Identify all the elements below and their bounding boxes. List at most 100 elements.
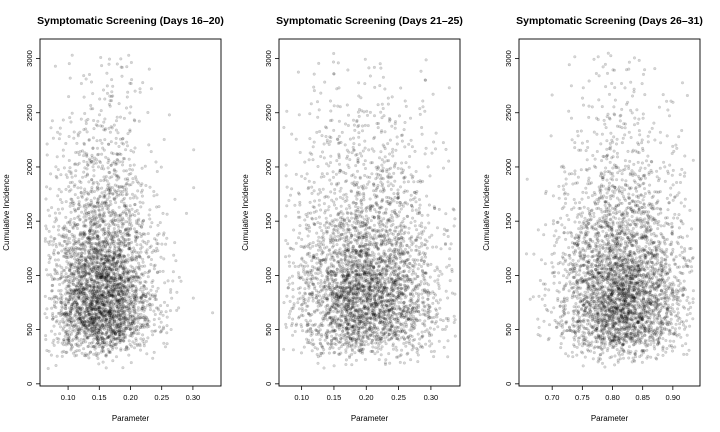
scatter-point — [140, 225, 144, 229]
scatter-point — [137, 181, 141, 185]
scatter-point — [107, 211, 111, 215]
scatter-point — [152, 267, 156, 271]
scatter-point — [94, 123, 98, 127]
scatter-point — [99, 124, 103, 128]
scatter-point — [87, 261, 91, 265]
x-tick-label: 0.20 — [123, 393, 138, 402]
scatter-point — [78, 130, 82, 134]
scatter-point — [63, 303, 67, 307]
scatter-point — [175, 308, 179, 312]
scatter-point — [107, 62, 111, 66]
scatter-point — [101, 317, 105, 321]
scatter-point — [61, 244, 65, 248]
scatter-point — [117, 331, 121, 335]
scatter-points — [282, 52, 457, 370]
scatter-point — [117, 309, 121, 313]
scatter-point — [94, 351, 98, 355]
scatter-point — [393, 122, 397, 126]
x-axis-label: Parameter — [112, 414, 150, 423]
scatter-point — [124, 193, 128, 197]
scatter-point — [69, 343, 73, 347]
scatter-point — [64, 351, 68, 355]
scatter-point — [211, 311, 215, 315]
scatter-point — [80, 210, 84, 214]
scatter-point — [284, 174, 288, 178]
scatter-point — [115, 178, 119, 182]
scatter-point — [452, 314, 456, 318]
scatter-point — [93, 209, 97, 213]
scatter-point — [129, 149, 133, 153]
scatter-point — [90, 80, 94, 84]
scatter-point — [111, 302, 115, 306]
scatter-point — [116, 299, 120, 303]
scatter-point — [121, 336, 125, 340]
scatter-point — [60, 266, 64, 270]
scatter-point — [80, 251, 84, 255]
scatter-point — [127, 310, 131, 314]
scatter-point — [72, 221, 76, 225]
scatter-point — [133, 203, 137, 207]
scatter-point — [96, 244, 100, 248]
scatter-point — [93, 290, 97, 294]
scatter-point — [372, 65, 376, 69]
scatter-point — [414, 169, 418, 173]
scatter-point — [192, 186, 196, 190]
scatter-point — [68, 284, 72, 288]
scatter-point — [84, 218, 88, 222]
scatter-point — [110, 305, 114, 309]
scatter-point — [127, 172, 131, 176]
scatter-point — [85, 265, 89, 269]
scatter-point — [421, 296, 425, 300]
scatter-point — [127, 53, 131, 57]
scatter-point — [310, 191, 314, 195]
scatter-point — [430, 151, 434, 155]
scatter-point — [116, 271, 120, 275]
scatter-point — [67, 301, 71, 305]
scatter-point — [433, 269, 437, 273]
scatter-point — [109, 242, 113, 246]
scatter-point — [89, 220, 93, 224]
scatter-point — [148, 302, 152, 306]
scatter-point — [134, 302, 138, 306]
scatter-point — [67, 134, 71, 138]
scatter-point — [65, 323, 69, 327]
scatter-point — [93, 156, 97, 160]
scatter-point — [57, 322, 61, 326]
scatter-point — [118, 252, 122, 256]
scatter-point — [109, 140, 113, 144]
scatter-point — [123, 280, 127, 284]
scatter-point — [108, 176, 112, 180]
scatter-point — [75, 268, 79, 272]
scatter-point — [63, 278, 67, 282]
scatter-point — [92, 255, 96, 259]
scatter-point — [131, 326, 135, 330]
scatter-point — [95, 335, 99, 339]
scatter-point — [380, 163, 384, 167]
scatter-point — [110, 90, 114, 94]
scatter-point — [115, 162, 119, 166]
scatter-point — [155, 193, 159, 197]
scatter-point — [138, 90, 142, 94]
scatter-point — [126, 347, 130, 351]
scatter-point — [111, 335, 115, 339]
scatter-point — [285, 204, 289, 208]
scatter-point — [92, 326, 96, 330]
scatter-point — [138, 231, 142, 235]
scatter-point — [67, 185, 71, 189]
scatter-point — [135, 230, 139, 234]
scatter-point — [63, 300, 67, 304]
scatter-point — [111, 315, 115, 319]
scatter-point — [388, 361, 392, 365]
scatter-point — [101, 146, 105, 150]
scatter-point — [360, 124, 364, 128]
scatter-point — [68, 310, 72, 314]
scatter-point — [417, 342, 421, 346]
scatter-point — [80, 251, 84, 255]
scatter-point — [139, 243, 143, 247]
scatter-point — [137, 296, 141, 300]
scatter-point — [164, 310, 168, 314]
scatter-point — [75, 349, 79, 353]
scatter-point — [139, 234, 143, 238]
scatter-point — [132, 314, 136, 318]
